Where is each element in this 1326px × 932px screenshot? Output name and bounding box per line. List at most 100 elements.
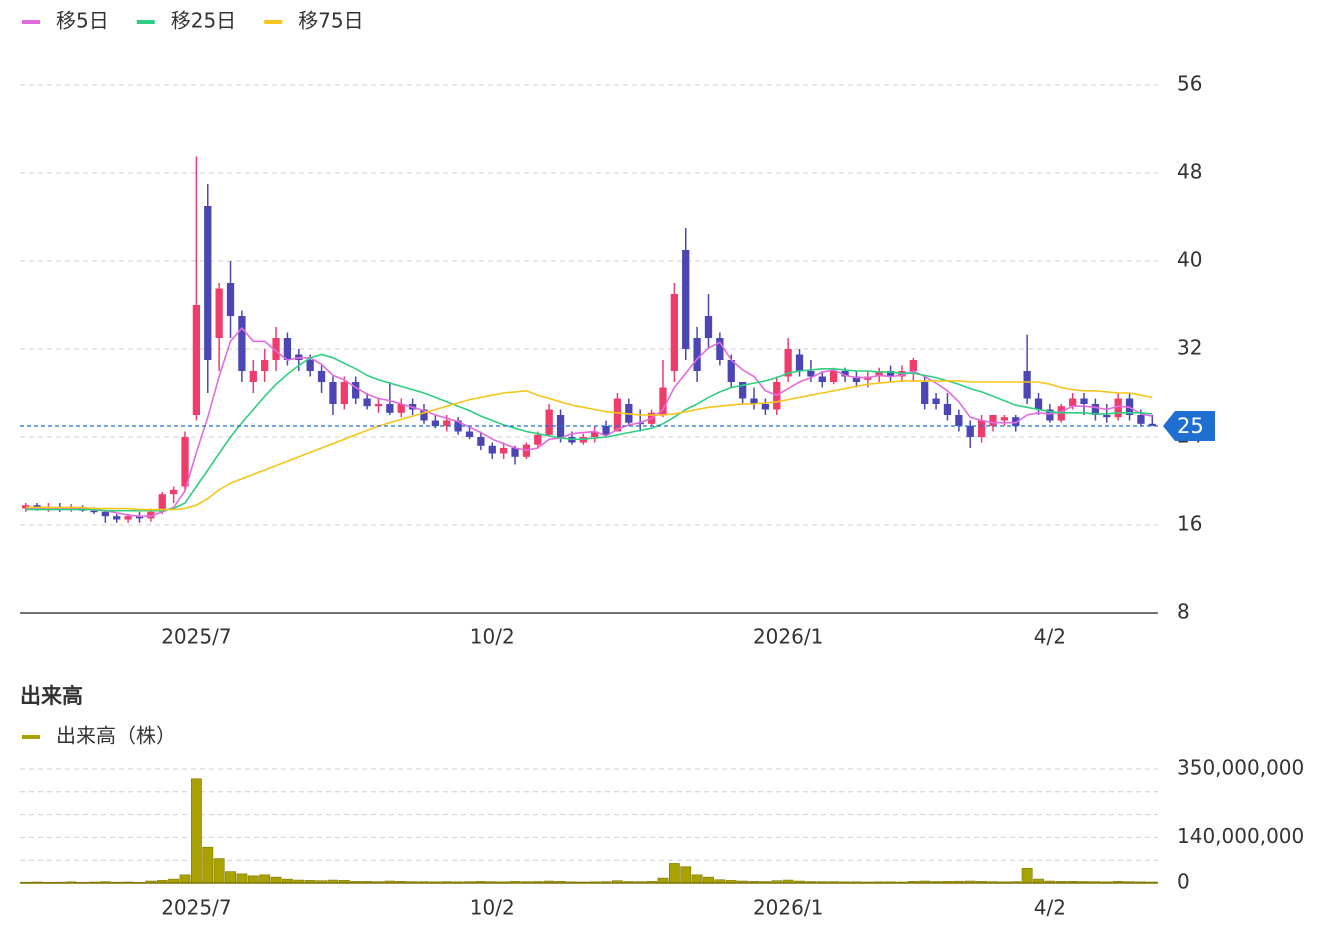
candle-body	[488, 445, 496, 454]
volume-bar	[668, 863, 680, 884]
candle-body	[397, 404, 405, 413]
candle-body	[659, 387, 667, 415]
candle-body	[249, 371, 257, 382]
candle-body	[932, 398, 940, 404]
candle-body	[1137, 415, 1145, 424]
candle-body	[329, 382, 337, 404]
candle-body	[1080, 398, 1088, 404]
x-tick-label: 4/2	[1034, 896, 1066, 920]
candle-body	[818, 376, 826, 382]
volume-bar	[190, 778, 202, 884]
candle-body	[477, 437, 485, 446]
candle-body	[181, 437, 189, 487]
ma-line	[25, 380, 1153, 511]
candle-body	[909, 360, 917, 371]
volume-bar	[179, 874, 191, 884]
y-tick-label: 0	[1177, 870, 1190, 894]
candle-body	[738, 382, 747, 399]
y-tick-label: 16	[1177, 512, 1202, 536]
candle-body	[875, 371, 883, 377]
volume-bar	[213, 858, 225, 884]
legend-label: 移25日	[171, 9, 236, 33]
candle-body	[943, 404, 952, 415]
candle-body	[306, 360, 314, 371]
last-price-label: 25	[1177, 414, 1204, 438]
candle-body	[124, 516, 132, 520]
y-tick-label: 56	[1177, 72, 1202, 96]
y-tick-label: 40	[1177, 248, 1202, 272]
candle-body	[682, 250, 690, 349]
volume-bar	[1021, 868, 1033, 884]
x-tick-label: 10/2	[470, 896, 515, 920]
candle-body	[989, 415, 997, 426]
candle-body	[1034, 398, 1043, 410]
candle-body	[591, 431, 599, 437]
candle-body	[192, 305, 201, 415]
y-tick-label: 32	[1177, 336, 1202, 360]
candle-body	[727, 360, 735, 382]
candle-body	[363, 398, 371, 407]
candle-body	[807, 371, 815, 377]
candle-body	[500, 448, 508, 454]
candle-body	[534, 434, 542, 445]
candle-body	[670, 294, 678, 371]
y-tick-label: 48	[1177, 160, 1202, 184]
candle-body	[431, 420, 440, 426]
candle-body	[272, 338, 280, 360]
x-tick-label: 2025/7	[161, 896, 231, 920]
candle-body	[602, 426, 610, 435]
x-tick-label: 10/2	[470, 625, 515, 649]
candle-body	[465, 431, 474, 437]
volume-bar	[202, 846, 214, 884]
candle-body	[1114, 398, 1122, 418]
candle-body	[511, 448, 519, 457]
candle-body	[955, 415, 963, 426]
candle-body	[613, 398, 622, 432]
y-tick-label: 350,000,000	[1177, 756, 1304, 780]
candle-body	[1046, 409, 1054, 421]
candle-body	[693, 338, 701, 371]
candle-body	[215, 288, 223, 338]
candle-body	[1000, 417, 1009, 421]
candle-body	[135, 516, 144, 519]
candle-body	[90, 510, 98, 513]
candle-body	[921, 382, 929, 404]
candle-body	[386, 404, 394, 413]
volume-bar	[691, 874, 703, 884]
candle-body	[340, 382, 348, 404]
candle-body	[261, 360, 269, 371]
candle-body	[101, 511, 109, 517]
candle-body	[761, 404, 770, 410]
volume-title: 出来高	[20, 684, 83, 708]
x-tick-label: 2026/1	[753, 896, 823, 920]
volume-bar	[225, 871, 236, 884]
candle-body	[238, 316, 246, 371]
candle-body	[226, 283, 235, 316]
ma-line	[25, 326, 1153, 517]
last-price-badge	[1163, 411, 1215, 441]
candle-body	[158, 494, 166, 512]
candle-body	[443, 420, 451, 426]
volume-bar	[680, 866, 692, 884]
candle-body	[1012, 417, 1020, 426]
candle-body	[169, 489, 178, 495]
y-tick-label: 8	[1177, 600, 1190, 624]
candle-body	[283, 338, 292, 360]
candle-body	[852, 376, 861, 382]
volume-bar	[259, 874, 271, 884]
candle-body	[1148, 423, 1156, 426]
legend-label: 出来高（株）	[56, 724, 176, 748]
candle-body	[420, 409, 428, 421]
candle-body	[1069, 398, 1077, 407]
candle-body	[317, 371, 326, 382]
candle-body	[704, 316, 713, 338]
candle-body	[841, 371, 849, 377]
x-tick-label: 2025/7	[161, 625, 231, 649]
x-tick-label: 2026/1	[753, 625, 823, 649]
volume-bar	[703, 876, 714, 884]
candle-body	[374, 404, 383, 407]
candle-body	[830, 371, 838, 382]
candle-body	[147, 511, 155, 519]
x-tick-label: 4/2	[1034, 625, 1066, 649]
candle-body	[204, 206, 212, 360]
